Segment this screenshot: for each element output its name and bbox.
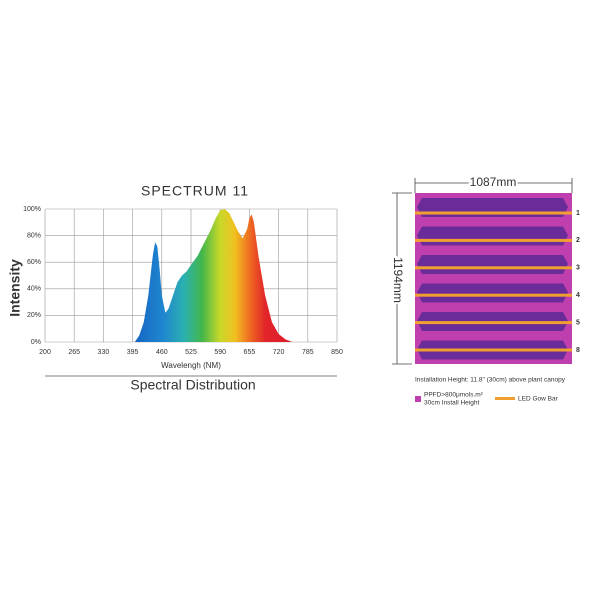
chart-footer: Spectral Distribution (130, 377, 255, 393)
y-tick-label: 40% (27, 286, 41, 293)
ppfd-diagram: 1 2 3 4 5 8 1087mm 1194mm Installation Height… (389, 173, 580, 407)
x-axis-label: Wavelengh (NM) (161, 361, 221, 370)
legend-height: 30cm Install Height (424, 400, 479, 407)
bar-label: 2 (576, 237, 580, 244)
x-tick-label: 590 (214, 349, 226, 356)
width-label: 1087mm (470, 175, 517, 189)
y-axis-label: Intensity (7, 259, 23, 317)
bar-label: 4 (576, 292, 580, 299)
led-bar (415, 348, 572, 352)
x-tick-label: 265 (68, 349, 80, 356)
ppfd-zone (417, 226, 568, 246)
x-tick-label: 200 (39, 349, 51, 356)
x-tick-label: 460 (156, 349, 168, 356)
ppfd-zone (417, 283, 568, 303)
y-tick-label: 60% (27, 259, 41, 266)
legend-swatch (495, 397, 515, 400)
x-tick-label: 330 (98, 349, 110, 356)
led-bar (415, 266, 572, 270)
y-tick-label: 100% (23, 206, 41, 213)
x-tick-label: 720 (273, 349, 285, 356)
y-tick-label: 80% (27, 232, 41, 239)
led-bar (415, 321, 572, 325)
x-tick-label: 525 (185, 349, 197, 356)
spectrum-area (134, 209, 293, 342)
bar-label: 3 (576, 265, 580, 272)
x-tick-label: 850 (331, 349, 343, 356)
x-tick-label: 785 (302, 349, 314, 356)
chart-title: SPECTRUM 11 (141, 183, 249, 199)
bar-label: 8 (576, 347, 580, 354)
caption: Installation Height: 11.8" (30cm) above … (415, 377, 566, 384)
led-bar (415, 293, 572, 297)
x-tick-label: 395 (127, 349, 139, 356)
ppfd-zone (417, 255, 568, 274)
legend-ppfd: PPFD>800μmols.m² (424, 392, 484, 399)
bar-label: 5 (576, 319, 580, 326)
height-label: 1194mm (391, 257, 405, 303)
led-bar (415, 238, 572, 242)
y-tick-label: 20% (27, 312, 41, 319)
bar-label: 1 (576, 210, 580, 217)
legend-swatch (415, 396, 421, 402)
led-bar (415, 211, 572, 215)
legend-bar: LED Gow Bar (518, 396, 559, 403)
y-tick-label: 0% (31, 339, 41, 346)
ppfd-area (415, 193, 572, 364)
x-tick-label: 655 (244, 349, 256, 356)
